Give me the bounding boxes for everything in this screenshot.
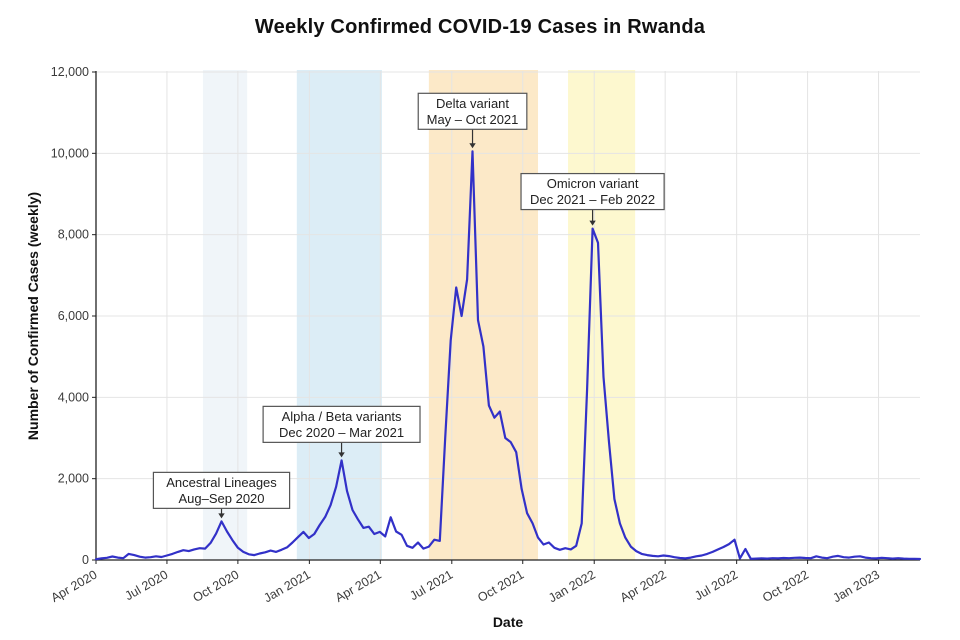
annotation-box-delta [417, 92, 528, 130]
x-tick-label: Jul 2022 [692, 567, 740, 603]
x-tick-label: Oct 2020 [190, 567, 241, 605]
annotation-box-ancestral [152, 471, 291, 509]
y-tick-label: 4,000 [58, 390, 89, 404]
y-tick-label: 2,000 [58, 472, 89, 486]
weekly-cases-line [94, 150, 922, 561]
annotation-arrowhead-delta [469, 143, 476, 149]
y-tick-label: 8,000 [58, 228, 89, 242]
y-tick-label: 6,000 [58, 309, 89, 323]
annotation-text-omicron: Dec 2021 – Feb 2022 [530, 192, 655, 207]
annotation-text-delta: May – Oct 2021 [427, 112, 519, 127]
annotation-box-alpha-beta [262, 405, 421, 443]
annotation-text-ancestral: Ancestral Lineages [166, 475, 277, 490]
x-tick-label: Oct 2021 [475, 567, 526, 605]
x-tick-label: Apr 2022 [618, 567, 669, 605]
x-tick-label: Jul 2021 [407, 567, 455, 603]
y-tick-label: 0 [82, 553, 89, 567]
x-tick-label: Jul 2020 [123, 567, 171, 603]
annotation-box-omicron [520, 172, 665, 211]
annotation-text-alpha-beta: Alpha / Beta variants [282, 409, 402, 424]
annotation-text-delta: Delta variant [436, 96, 509, 111]
annotation-text-ancestral: Aug–Sep 2020 [178, 491, 264, 506]
x-tick-label: Jan 2022 [546, 567, 598, 605]
annotation-arrowhead-omicron [589, 220, 596, 226]
x-tick-label: Apr 2020 [49, 567, 100, 605]
annotation-text-alpha-beta: Dec 2020 – Mar 2021 [279, 425, 404, 440]
x-tick-label: Jan 2023 [830, 567, 882, 605]
chart-title: Weekly Confirmed COVID-19 Cases in Rwand… [254, 16, 706, 38]
x-axis-title: Date [492, 614, 524, 630]
x-tick-label: Oct 2022 [760, 567, 811, 605]
y-tick-label: 12,000 [51, 65, 89, 79]
annotation-arrowhead-alpha-beta [338, 452, 345, 458]
annotation-text-omicron: Omicron variant [547, 176, 639, 191]
annotation-arrowhead-ancestral [218, 513, 225, 519]
x-tick-label: Jan 2021 [261, 567, 313, 605]
x-tick-label: Apr 2021 [333, 567, 384, 605]
y-tick-label: 10,000 [51, 146, 89, 160]
